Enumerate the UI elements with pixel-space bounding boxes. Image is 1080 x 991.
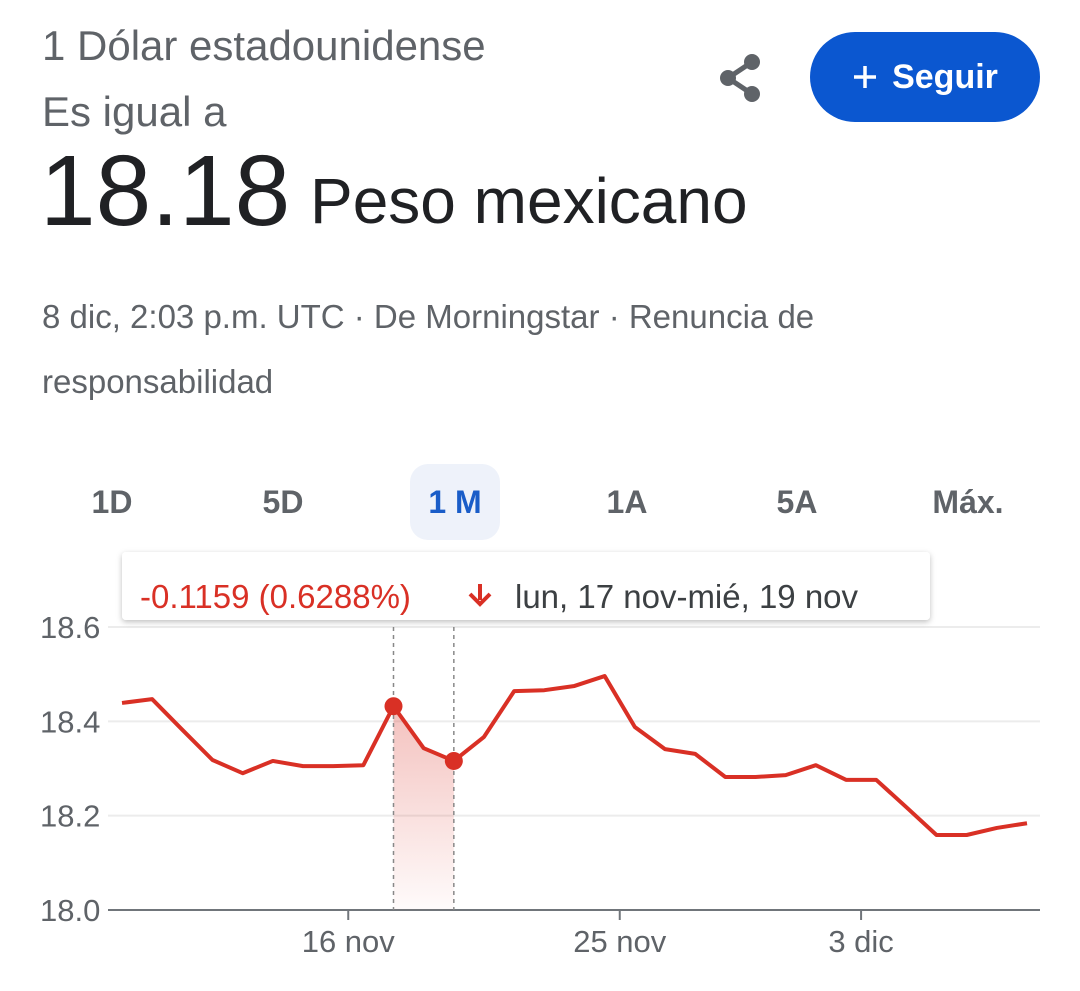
follow-button[interactable]: Seguir [810, 32, 1040, 122]
tooltip-box [122, 552, 930, 620]
x-tick-label: 25 nov [573, 924, 667, 959]
price-line [121, 674, 1028, 838]
rate-value: 18.18 [40, 135, 291, 247]
range-tab[interactable]: 1D [91, 484, 133, 520]
tooltip-change: -0.1159 (0.6288%) [140, 578, 411, 615]
down-arrow-icon [468, 584, 492, 607]
selection-area [393, 706, 454, 910]
y-tick-label: 18.2 [40, 799, 100, 834]
range-tab[interactable]: 1A [606, 484, 648, 520]
subtitle: Es igual a [42, 88, 227, 135]
range-tab[interactable]: Máx. [932, 484, 1004, 520]
follow-label: Seguir [892, 57, 998, 96]
source-info: 8 dic, 2:03 p.m. UTC · De Morningstar · … [42, 298, 815, 400]
selection-point [444, 751, 463, 770]
selection-point [384, 697, 403, 716]
plus-icon [854, 66, 877, 88]
range-tab[interactable]: 5A [776, 484, 818, 520]
y-tick-label: 18.0 [40, 893, 100, 928]
share-icon[interactable] [710, 48, 770, 108]
y-tick-label: 18.6 [40, 610, 100, 645]
tooltip-range: lun, 17 nov-mié, 19 nov [515, 578, 859, 615]
x-tick-label: 3 dic [828, 924, 893, 959]
tooltip: -0.1159 (0.6288%) lun, 17 nov-mié, 19 nov [122, 552, 930, 620]
title: 1 Dólar estadounidense [42, 22, 486, 69]
range-tab[interactable]: 1 M [410, 464, 500, 540]
x-tick-label: 16 nov [302, 924, 396, 959]
currency: Peso mexicano [310, 165, 748, 237]
y-tick-label: 18.4 [40, 704, 100, 739]
range-tab[interactable]: 5D [262, 484, 304, 520]
